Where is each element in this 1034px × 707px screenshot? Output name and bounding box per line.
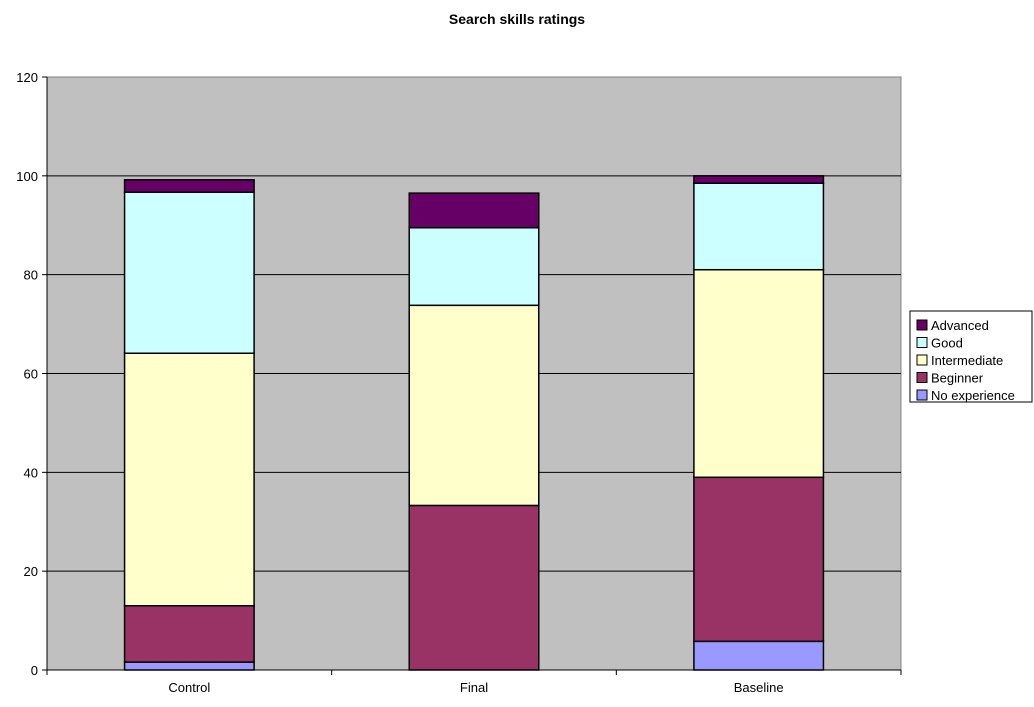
legend-label: No experience	[931, 388, 1015, 403]
bar-segment-intermediate	[123, 352, 255, 607]
bar-segment-intermediate	[693, 268, 825, 479]
bar-segment-advanced	[408, 192, 540, 229]
bar-segment-advanced	[693, 175, 825, 184]
bar-segment-good	[123, 191, 255, 354]
legend-label: Advanced	[931, 318, 989, 333]
bar-segment-beginner	[693, 476, 825, 643]
legend-swatch	[916, 337, 928, 348]
legend-swatch	[916, 319, 928, 331]
plot-area: 0 20 40 60 80 100 120 Control Final Baseline	[16, 70, 902, 695]
x-tick-label: Control	[168, 680, 210, 695]
legend-label: Intermediate	[931, 353, 1003, 368]
x-tick-label: Final	[460, 680, 488, 695]
bar-segment-advanced	[123, 179, 255, 193]
bar-segment-good	[408, 226, 540, 307]
legend-swatch	[916, 354, 928, 366]
y-tick-label: 40	[24, 465, 38, 480]
bar-segment-beginner	[123, 605, 255, 663]
legend-swatch	[916, 389, 928, 401]
bar-segment-intermediate	[408, 304, 540, 507]
bar-segment-no-experience	[123, 661, 255, 671]
y-tick-label: 0	[31, 663, 38, 678]
y-tick-label: 60	[24, 367, 38, 382]
legend: Advanced Good Intermediate Beginner No exper…	[909, 310, 1033, 403]
bar-segment-no-experience	[693, 640, 825, 671]
legend-label: Good	[931, 336, 963, 351]
bar-segment-good	[693, 182, 825, 271]
y-tick-label: 80	[24, 268, 38, 283]
y-tick-label: 20	[24, 564, 38, 579]
chart-title: Search skills ratings	[449, 11, 585, 27]
legend-box	[909, 310, 1033, 403]
bar-segment-beginner	[408, 504, 540, 671]
legend-label: Beginner	[931, 371, 984, 386]
legend-swatch	[916, 372, 928, 383]
x-tick-label: Baseline	[734, 680, 784, 695]
y-tick-label: 100	[16, 169, 38, 184]
y-tick-label: 120	[16, 70, 38, 85]
